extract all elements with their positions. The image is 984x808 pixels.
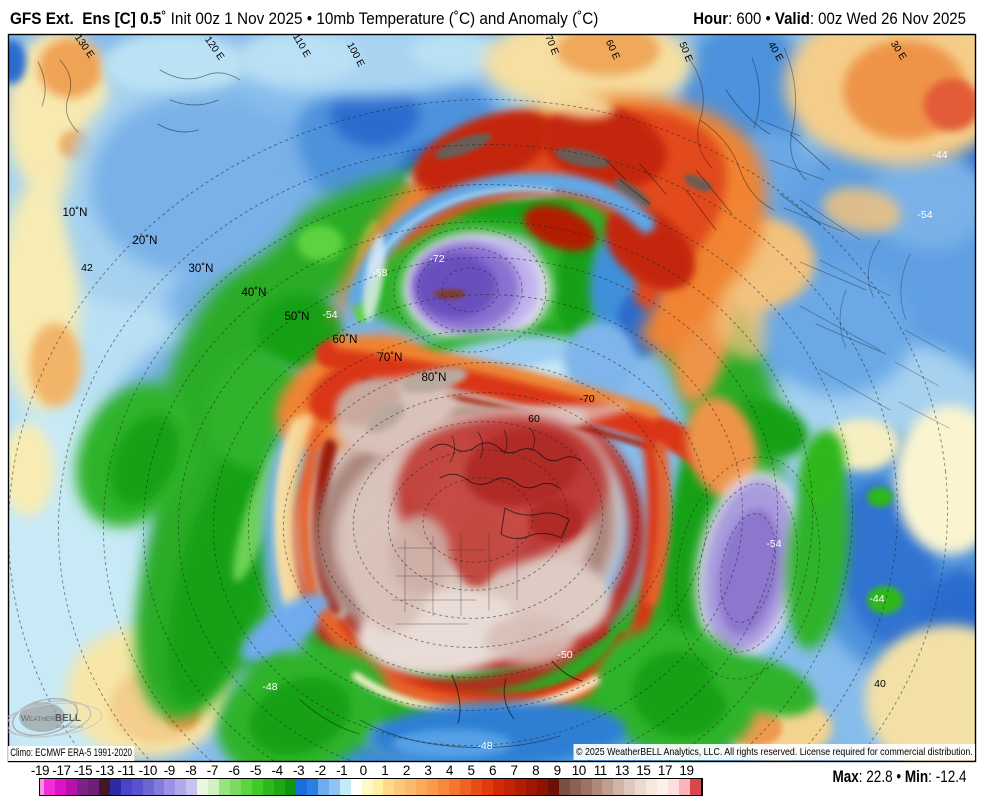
svg-text:30˚N: 30˚N (189, 263, 214, 275)
svg-text:-44: -44 (932, 149, 947, 161)
svg-text:WEATHERBELL: WEATHERBELL (21, 713, 81, 724)
svg-text:80˚N: 80˚N (422, 372, 447, 384)
svg-text:-48: -48 (262, 681, 277, 693)
svg-text:-58: -58 (372, 267, 387, 279)
svg-text:50˚N: 50˚N (285, 311, 310, 323)
svg-text:60: 60 (528, 413, 540, 425)
svg-text:ANALYTICS LLC: ANALYTICS LLC (56, 725, 84, 729)
svg-text:-44: -44 (869, 593, 884, 605)
svg-text:-50: -50 (557, 649, 572, 661)
svg-text:40˚N: 40˚N (242, 287, 267, 299)
svg-text:-70: -70 (579, 393, 594, 405)
svg-text:60˚N: 60˚N (333, 334, 358, 346)
svg-text:20˚N: 20˚N (133, 235, 158, 247)
svg-text:-54: -54 (322, 309, 337, 321)
svg-text:-72: -72 (429, 253, 444, 265)
svg-text:-54: -54 (766, 538, 781, 550)
svg-text:-54: -54 (917, 209, 932, 221)
svg-text:40: 40 (874, 678, 886, 690)
svg-text:70˚N: 70˚N (378, 352, 403, 364)
svg-text:10˚N: 10˚N (63, 207, 88, 219)
svg-text:42: 42 (81, 262, 93, 274)
svg-text:-48: -48 (477, 740, 492, 752)
